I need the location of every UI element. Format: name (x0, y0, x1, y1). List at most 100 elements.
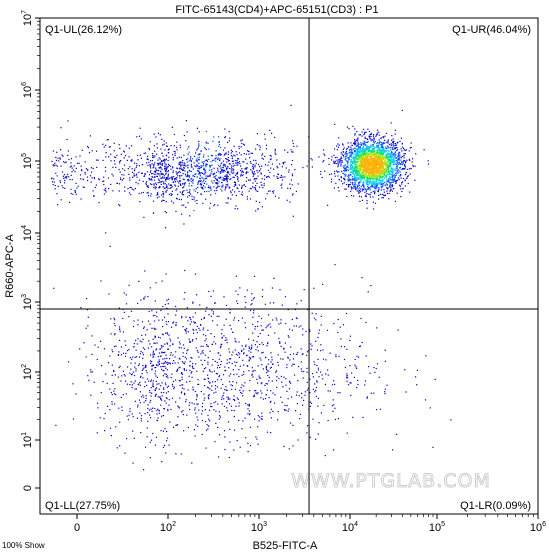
event-dot (202, 334, 205, 336)
event-dot (376, 183, 378, 185)
event-dot (221, 179, 223, 181)
event-dot (255, 390, 257, 392)
event-dot (393, 177, 395, 179)
event-dot (414, 179, 416, 181)
event-dot (365, 172, 367, 174)
event-dot (67, 173, 69, 175)
event-dot (241, 171, 243, 173)
event-dot (382, 165, 384, 167)
event-dot (379, 193, 381, 196)
event-dot (262, 368, 264, 370)
event-dot (224, 369, 226, 372)
event-dot (228, 367, 230, 369)
event-dot (123, 311, 125, 313)
event-dot (344, 179, 346, 181)
event-dot (179, 162, 181, 164)
event-dot (401, 161, 403, 163)
event-dot (396, 162, 398, 164)
event-dot (217, 154, 219, 156)
event-dot (345, 170, 347, 172)
event-dot (355, 166, 357, 168)
event-dot (166, 307, 168, 309)
event-dot (164, 360, 166, 363)
event-dot (59, 158, 61, 160)
event-dot (387, 187, 389, 189)
event-dot (182, 190, 184, 193)
event-dot (362, 154, 365, 156)
event-dot (386, 161, 388, 163)
event-dot (51, 178, 53, 180)
event-dot (394, 179, 396, 181)
event-dot (236, 397, 238, 399)
event-dot (200, 193, 202, 195)
event-dot (362, 148, 364, 150)
event-dot (350, 151, 352, 153)
event-dot (196, 160, 198, 162)
event-dot (360, 196, 362, 198)
event-dot (381, 146, 383, 148)
event-dot (301, 353, 303, 355)
event-dot (175, 314, 177, 316)
event-dot (374, 172, 376, 174)
event-dot (232, 163, 234, 165)
event-dot (140, 415, 143, 417)
event-dot (187, 175, 189, 177)
event-dot (333, 380, 335, 382)
event-dot (367, 158, 369, 160)
event-dot (246, 162, 248, 165)
event-dot (364, 173, 367, 175)
event-dot (171, 126, 173, 128)
event-dot (385, 170, 387, 172)
event-dot (190, 160, 192, 162)
event-dot (357, 168, 359, 170)
event-dot (364, 136, 366, 138)
event-dot (350, 148, 352, 150)
event-dot (396, 160, 398, 162)
event-dot (355, 184, 357, 186)
event-dot (256, 393, 258, 395)
event-dot (347, 180, 349, 182)
event-dot (304, 391, 306, 393)
event-dot (376, 158, 378, 160)
event-dot (181, 384, 183, 386)
event-dot (368, 178, 370, 180)
event-dot (364, 149, 366, 151)
event-dot (159, 186, 161, 189)
event-dot (248, 153, 250, 155)
event-dot (169, 421, 171, 423)
event-dot (170, 340, 172, 342)
event-dot (62, 175, 64, 177)
event-dot (242, 174, 244, 176)
event-dot (386, 148, 388, 150)
event-dot (378, 163, 380, 165)
event-dot (365, 151, 367, 153)
event-dot (269, 171, 271, 174)
event-dot (280, 358, 282, 360)
event-dot (291, 160, 293, 162)
event-dot (271, 359, 273, 361)
event-dot (219, 172, 221, 174)
event-dot (227, 177, 229, 179)
event-dot (196, 157, 198, 159)
event-dot (388, 147, 390, 149)
event-dot (375, 173, 377, 175)
event-dot (373, 163, 375, 165)
event-dot (266, 176, 268, 178)
event-dot (243, 353, 245, 355)
event-dot (237, 187, 239, 190)
event-dot (344, 170, 346, 172)
event-dot (179, 384, 181, 387)
event-dot (370, 132, 372, 134)
event-dot (220, 387, 222, 389)
event-dot (238, 161, 241, 163)
event-dot (192, 367, 194, 369)
event-dot (227, 157, 229, 159)
event-dot (357, 165, 359, 167)
event-dot (173, 150, 175, 152)
event-dot (371, 167, 374, 169)
event-dot (245, 180, 247, 182)
event-dot (176, 370, 179, 372)
event-dot (352, 178, 354, 180)
event-dot (292, 445, 294, 447)
event-dot (216, 179, 218, 181)
